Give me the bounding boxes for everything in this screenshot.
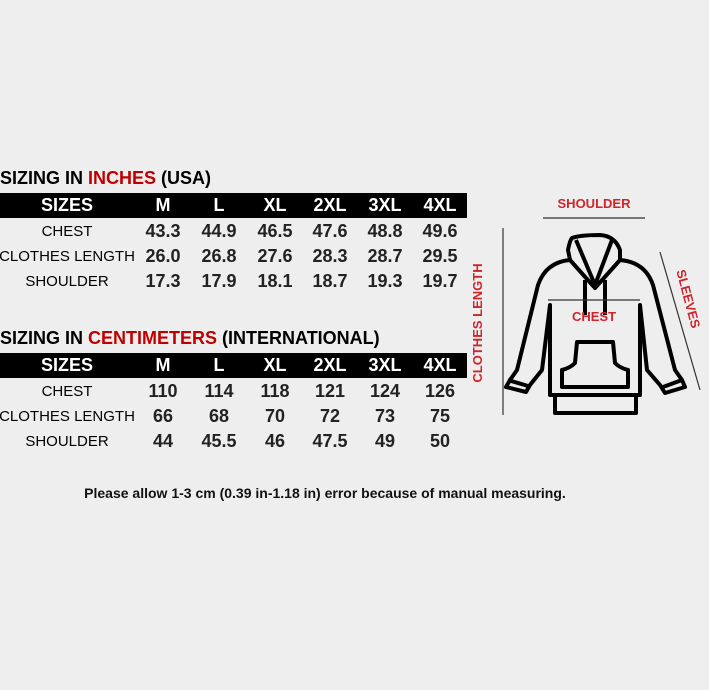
hoodie-diagram: SHOULDER CHEST CLOTHES LENGTH SLEEVES [470, 196, 703, 415]
title-prefix: SIZING IN [0, 328, 89, 348]
title-prefix: SIZING IN [0, 168, 89, 188]
table-cell: 27.6 [257, 246, 293, 266]
table-cell: 48.8 [367, 221, 403, 241]
table-cell: 26.8 [201, 246, 237, 266]
header-4xl: 4XL [423, 355, 457, 375]
header-xl: XL [263, 355, 287, 375]
sleeves-label: SLEEVES [673, 268, 703, 330]
table-cell: 19.3 [367, 271, 403, 291]
inches-header-band [0, 193, 467, 218]
clothes-length-label: CLOTHES LENGTH [470, 263, 485, 382]
centimeters-title: SIZING IN CENTIMETERS (INTERNATIONAL) [0, 328, 380, 349]
table-cell: 47.6 [312, 221, 348, 241]
table-cell: 18.1 [257, 271, 293, 291]
title-unit: INCHES [88, 168, 157, 188]
title-suffix: (INTERNATIONAL) [217, 328, 380, 348]
header-m: M [155, 355, 171, 375]
row-label: CHEST [41, 223, 93, 240]
table-cell: 17.3 [145, 271, 181, 291]
table-cell: 114 [204, 381, 234, 401]
header-xl: XL [263, 195, 287, 215]
header-3xl: 3XL [368, 195, 402, 215]
header-l: L [213, 195, 225, 215]
table-cell: 43.3 [145, 221, 181, 241]
table-cell: 19.7 [422, 271, 458, 291]
header-2xl: 2XL [313, 355, 347, 375]
table-cell: 44 [152, 431, 174, 451]
header-2xl: 2XL [313, 195, 347, 215]
centimeters-header-band [0, 353, 467, 378]
table-cell: 45.5 [201, 431, 237, 451]
measurement-note: Please allow 1-3 cm (0.39 in-1.18 in) er… [84, 485, 566, 501]
table-cell: 46 [264, 431, 286, 451]
table-cell: 110 [148, 381, 178, 401]
hoodie-icon [504, 233, 687, 415]
table-cell: 26.0 [145, 246, 181, 266]
row-label: CLOTHES LENGTH [0, 248, 135, 265]
inches-title: SIZING IN INCHES (USA) [0, 168, 211, 189]
table-cell: 28.3 [312, 246, 348, 266]
table-cell: 66 [152, 406, 174, 426]
chest-label: CHEST [572, 309, 616, 324]
table-cell: 124 [369, 381, 401, 401]
table-cell: 121 [314, 381, 346, 401]
table-cell: 18.7 [312, 271, 348, 291]
table-cell: 68 [208, 406, 230, 426]
table-cell: 72 [319, 406, 341, 426]
table-cell: 28.7 [367, 246, 403, 266]
table-cell: 50 [429, 431, 451, 451]
title-suffix: (USA) [156, 168, 212, 188]
table-cell: 49 [374, 431, 396, 451]
table-cell: 75 [429, 406, 451, 426]
row-label: CLOTHES LENGTH [0, 408, 135, 425]
sleeve-measure-line [659, 251, 701, 391]
table-cell: 70 [264, 406, 286, 426]
row-label: SHOULDER [25, 433, 109, 450]
row-label: SHOULDER [25, 273, 109, 290]
header-l: L [213, 355, 225, 375]
table-cell: 126 [424, 381, 456, 401]
header-3xl: 3XL [368, 355, 402, 375]
header-m: M [155, 195, 171, 215]
table-cell: 17.9 [201, 271, 237, 291]
row-label: CHEST [41, 383, 93, 400]
table-cell: 73 [374, 406, 396, 426]
table-cell: 118 [260, 381, 290, 401]
table-cell: 46.5 [257, 221, 293, 241]
header-4xl: 4XL [423, 195, 457, 215]
table-cell: 44.9 [201, 221, 237, 241]
table-cell: 47.5 [312, 431, 348, 451]
title-unit: CENTIMETERS [88, 328, 218, 348]
header-sizes: SIZES [40, 355, 94, 375]
header-sizes: SIZES [40, 195, 94, 215]
table-cell: 29.5 [422, 246, 458, 266]
table-cell: 49.6 [422, 221, 458, 241]
shoulder-label: SHOULDER [558, 196, 632, 211]
